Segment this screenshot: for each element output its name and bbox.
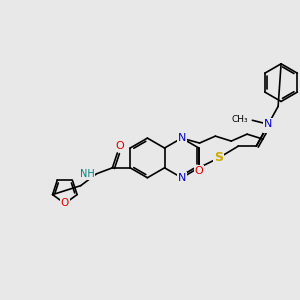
Text: O: O [264,122,273,132]
Text: N: N [264,119,272,129]
Text: O: O [194,166,203,176]
Text: N: N [178,173,186,183]
Text: NH: NH [80,169,94,179]
Text: N: N [178,133,186,143]
Text: S: S [214,152,223,164]
Text: O: O [61,199,69,208]
Text: CH₃: CH₃ [232,115,248,124]
Text: O: O [115,141,124,151]
